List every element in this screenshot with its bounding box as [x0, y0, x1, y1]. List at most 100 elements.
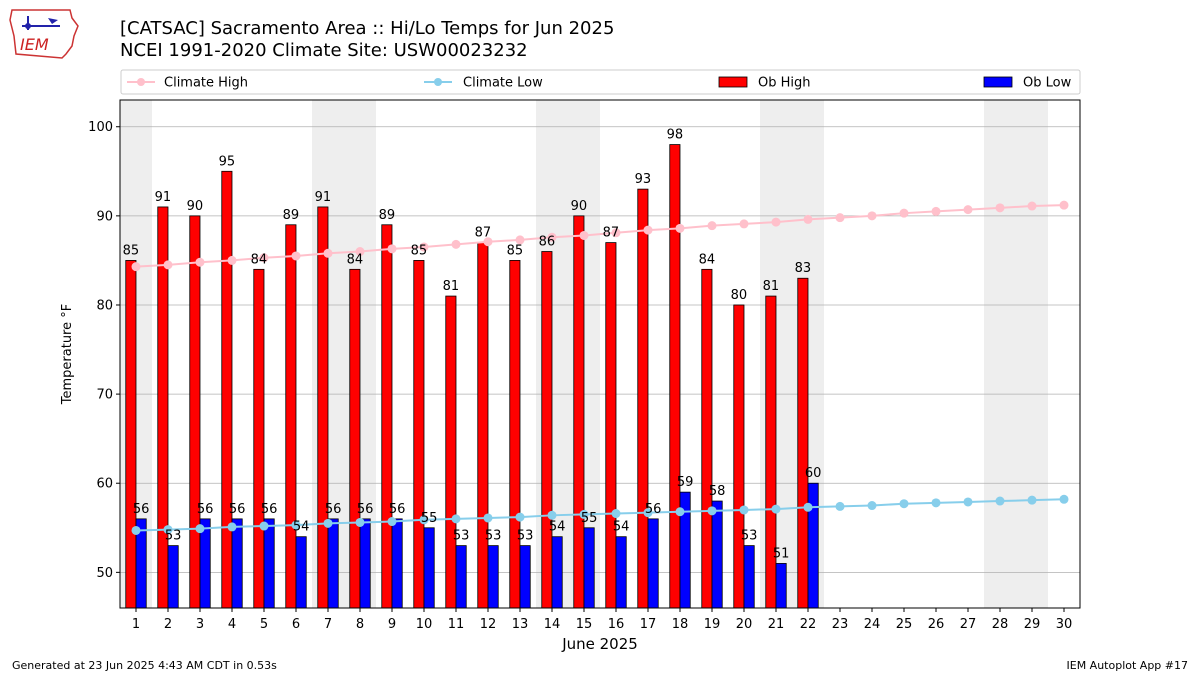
legend-label-ob-low: Ob Low [1023, 76, 1072, 91]
legend-label-climate-low: Climate Low [463, 76, 543, 91]
legend-item-climate-low: Climate Low [424, 76, 543, 91]
ob-high-label-16: 87 [603, 226, 620, 241]
x-axis-label: June 2025 [561, 635, 638, 653]
ob-low-label-8: 56 [357, 502, 374, 517]
ob-high-label-4: 95 [219, 154, 236, 169]
x-tick-label-15: 15 [576, 617, 593, 632]
climate-low-point-16 [611, 509, 621, 519]
ob-low-label-22: 60 [805, 466, 822, 481]
climate-high-point-25 [899, 208, 909, 218]
weekend-band-4 [984, 100, 1048, 608]
ob-low-label-1: 56 [133, 502, 150, 517]
ob-low-bar-11 [455, 545, 467, 609]
ob-high-label-12: 87 [475, 226, 492, 241]
climate-high-point-26 [931, 206, 941, 216]
climate-low-point-5 [259, 521, 269, 531]
ob-high-label-19: 84 [699, 252, 716, 267]
y-tick-label-70: 70 [96, 388, 113, 403]
x-tick-label-4: 4 [228, 617, 236, 632]
ob-high-bar-1 [125, 260, 137, 609]
ob-high-bar-20 [733, 304, 745, 609]
ob-high-label-13: 85 [507, 243, 524, 258]
climate-high-point-19 [707, 221, 717, 231]
ob-high-label-5: 84 [251, 252, 268, 267]
ob-high-bar-13 [509, 260, 521, 609]
ob-high-bar-8 [349, 268, 361, 609]
ob-low-label-17: 56 [645, 502, 662, 517]
ob-high-bar-5 [253, 268, 265, 609]
ob-high-bar-15 [573, 215, 585, 609]
legend: Climate High Climate Low Ob High Ob Low [120, 69, 1081, 95]
ob-high-label-11: 81 [443, 279, 460, 294]
ob-low-label-5: 56 [261, 502, 278, 517]
x-tick-label-24: 24 [864, 617, 881, 632]
ob-low-label-4: 56 [229, 502, 246, 517]
ob-low-bar-19 [711, 500, 723, 609]
ob-low-label-19: 58 [709, 484, 726, 499]
climate-high-line [135, 204, 1065, 268]
ob-high-bar-22 [797, 277, 809, 609]
climate-high-point-30 [1059, 200, 1069, 210]
x-tick-label-5: 5 [260, 617, 268, 632]
ob-high-bar-16 [605, 242, 617, 609]
climate-low-point-3 [195, 524, 205, 534]
x-tick-label-1: 1 [132, 617, 140, 632]
ob-low-bar-6 [295, 536, 307, 609]
logo-text: IEM [20, 35, 49, 54]
ob-low-bar-9 [391, 518, 403, 609]
ob-low-bar-15 [583, 527, 595, 609]
climate-high-point-3 [195, 257, 205, 267]
ob-high-label-14: 86 [539, 235, 556, 250]
climate-high-point-4 [227, 255, 237, 265]
climate-high-point-27 [963, 205, 973, 215]
climate-low-point-19 [707, 506, 717, 516]
ob-high-label-21: 81 [763, 279, 780, 294]
climate-high-point-13 [515, 235, 525, 245]
climate-low-point-17 [643, 508, 653, 518]
ob-high-bar-7 [317, 206, 329, 609]
y-tick-label-50: 50 [96, 566, 113, 581]
ob-low-bar-14 [551, 536, 563, 609]
legend-label-climate-high: Climate High [164, 76, 248, 91]
x-tick-label-6: 6 [292, 617, 300, 632]
x-tick-label-16: 16 [608, 617, 625, 632]
climate-high-point-20 [739, 219, 749, 229]
climate-high-point-9 [387, 244, 397, 254]
climate-low-point-1 [131, 525, 141, 535]
x-tick-label-21: 21 [768, 617, 785, 632]
ob-low-bar-20 [743, 545, 755, 609]
climate-high-point-8 [355, 247, 365, 257]
climate-high-point-15 [579, 230, 589, 240]
iem-logo: IEM [9, 9, 79, 59]
ob-low-label-10: 55 [421, 511, 438, 526]
y-tick-label-60: 60 [96, 477, 113, 492]
ob-high-label-18: 98 [667, 128, 684, 143]
ob-low-label-14: 54 [549, 520, 566, 535]
climate-low-point-7 [323, 518, 333, 528]
ob-low-label-2: 53 [165, 529, 182, 544]
x-tick-label-20: 20 [736, 617, 753, 632]
ob-low-label-12: 53 [485, 529, 502, 544]
ob-high-bar-18 [669, 144, 681, 609]
ob-low-bar-22 [807, 482, 819, 609]
y-axis-label: Temperature °F [60, 304, 75, 405]
ob-low-bar-7 [327, 518, 339, 609]
title-line-2: NCEI 1991-2020 Climate Site: USW00023232 [120, 40, 528, 61]
ob-low-bar-16 [615, 536, 627, 609]
x-tick-label-14: 14 [544, 617, 561, 632]
x-tick-label-18: 18 [672, 617, 689, 632]
x-tick-label-25: 25 [896, 617, 913, 632]
ob-high-bar-19 [701, 268, 713, 609]
ob-high-label-3: 90 [187, 199, 204, 214]
climate-low-point-14 [547, 510, 557, 520]
ob-high-label-7: 91 [315, 190, 332, 205]
climate-low-point-20 [739, 505, 749, 515]
climate-low-point-28 [995, 496, 1005, 506]
legend-frame [120, 69, 1081, 95]
climate-low-point-6 [291, 520, 301, 530]
ob-low-label-20: 53 [741, 529, 758, 544]
gridlines [120, 126, 1080, 573]
x-tick-label-8: 8 [356, 617, 364, 632]
